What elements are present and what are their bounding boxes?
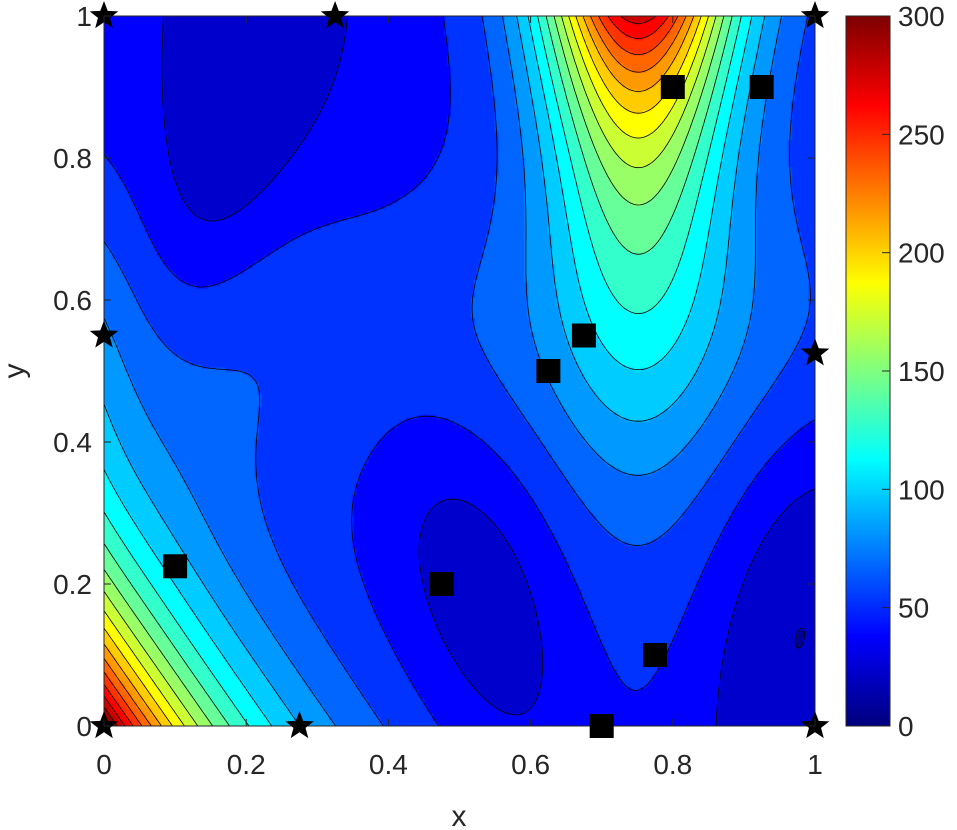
contour-line-60 xyxy=(104,16,811,726)
square-marker-2 xyxy=(536,359,561,383)
y-tick-label: 0.2 xyxy=(53,569,92,600)
contour-line-225 xyxy=(104,16,687,726)
y-axis-label: y xyxy=(0,364,31,379)
x-tick-label: 0.4 xyxy=(369,749,408,780)
y-tick-label: 0.6 xyxy=(53,285,92,316)
star-marker-2 xyxy=(800,1,830,29)
square-marker-1 xyxy=(429,572,454,596)
colorbar-tick-label: 250 xyxy=(898,119,945,150)
y-tick-label: 0.4 xyxy=(53,427,92,458)
contour-line-195 xyxy=(104,16,702,726)
square-marker-3 xyxy=(571,323,596,348)
x-tick-label: 0.8 xyxy=(653,749,692,780)
contour-line-165 xyxy=(104,16,717,726)
contour-field xyxy=(104,16,815,726)
y-tick-label: 1 xyxy=(76,1,92,32)
star-marker-3 xyxy=(89,320,119,348)
contour-line-255 xyxy=(104,16,669,726)
contour-line-120 xyxy=(104,16,742,726)
contour-line-45 xyxy=(104,16,815,726)
square-marker-4 xyxy=(643,643,668,667)
contour-line-105 xyxy=(104,16,753,726)
contour-line-30 xyxy=(161,16,815,726)
y-tick-label: 0 xyxy=(76,711,92,742)
square-marker-5 xyxy=(589,714,614,738)
x-tick-label: 0.2 xyxy=(227,749,266,780)
plot-frame xyxy=(103,15,816,727)
contour-line-15 xyxy=(795,628,805,649)
contour-line-135 xyxy=(104,16,733,726)
square-marker-7 xyxy=(749,75,774,99)
colorbar-tick-label: 50 xyxy=(898,593,929,624)
star-marker-0 xyxy=(89,1,119,29)
plot-area xyxy=(89,1,830,739)
contour-line-210 xyxy=(104,16,695,726)
contour-line-270 xyxy=(104,16,656,726)
y-tick-label: 0.8 xyxy=(53,143,92,174)
star-marker-1 xyxy=(320,1,350,29)
colorbar-tick-label: 300 xyxy=(898,1,945,32)
x-tick-label: 1 xyxy=(807,749,823,780)
colorbar: 0 50 100 150 200 250 300 xyxy=(845,1,945,742)
star-marker-4 xyxy=(800,338,830,366)
x-axis: 0 0.2 0.4 0.6 0.8 1 xyxy=(96,16,823,780)
colorbar-tick-label: 0 xyxy=(898,711,914,742)
colorbar-ticks: 0 50 100 150 200 250 300 xyxy=(882,1,945,742)
square-marker-6 xyxy=(660,75,685,99)
colorbar-tick-label: 100 xyxy=(898,474,945,505)
colorbar-tick-label: 200 xyxy=(898,238,945,269)
x-tick-label: 0 xyxy=(96,749,112,780)
contour-line-90 xyxy=(104,16,766,726)
x-axis-label: x xyxy=(452,800,467,830)
x-tick-label: 0.6 xyxy=(511,749,550,780)
square-marker-0 xyxy=(163,554,188,579)
contour-line-75 xyxy=(104,16,782,726)
contour-lines xyxy=(104,16,815,726)
star-marker-6 xyxy=(285,711,314,739)
y-axis: 0 0.2 0.4 0.6 0.8 1 xyxy=(53,1,815,742)
colorbar-tick-label: 150 xyxy=(898,356,945,387)
